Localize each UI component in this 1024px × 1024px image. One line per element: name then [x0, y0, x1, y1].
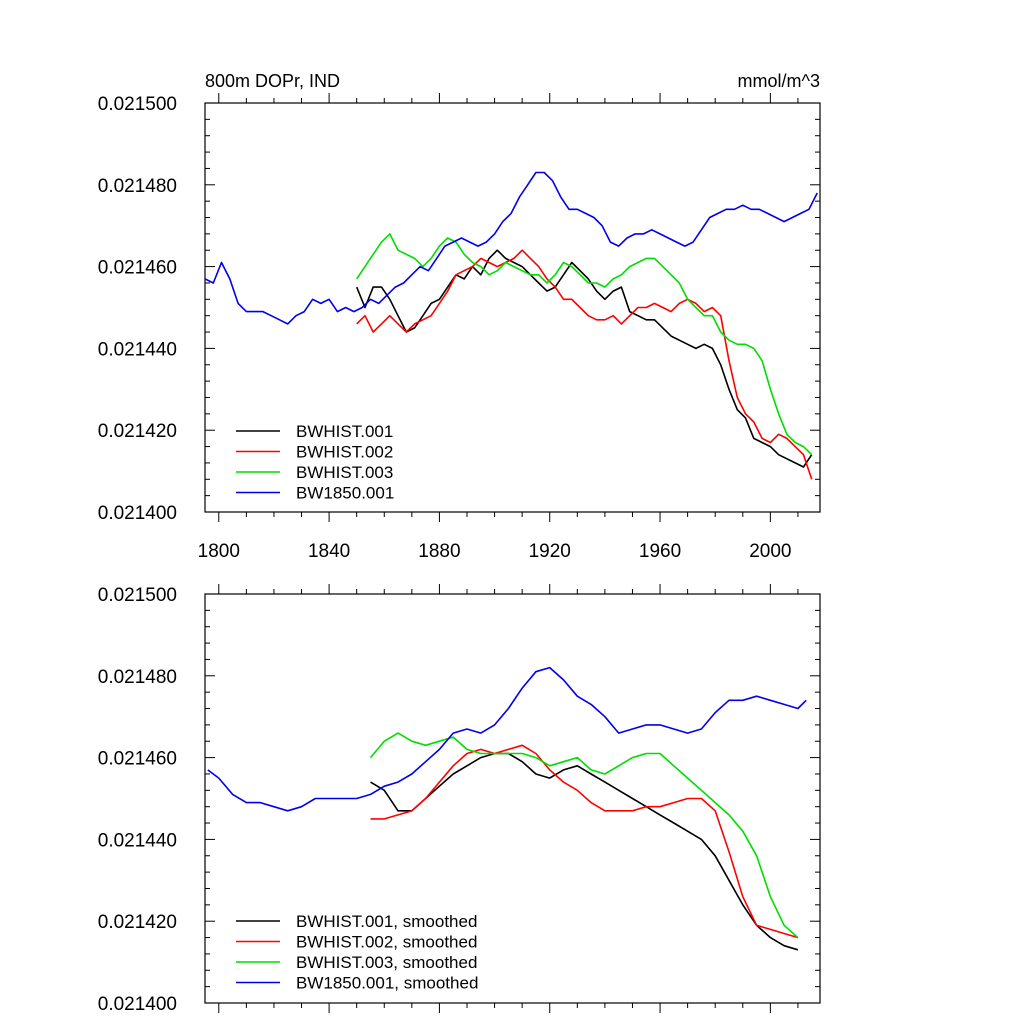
series-line-2: [370, 744, 799, 939]
series-line-2: [356, 249, 813, 480]
legend-label: BWHIST.003: [296, 463, 393, 482]
x-tick-label: 1880: [418, 541, 460, 562]
plot-frame: [204, 593, 821, 1004]
y-tick-label: 0.021480: [98, 176, 177, 197]
y-tick-label: 0.021500: [98, 585, 177, 606]
x-tick-label: 1800: [198, 541, 240, 562]
chart-panel-1: 0.021400 0.021420 0.021440 0.021460 0.021480…: [98, 71, 821, 562]
chart-title-left: 800m DOPr, IND: [205, 71, 340, 91]
y-tick-label: 0.021440: [98, 830, 177, 851]
legend-label: BWHIST.001, smoothed: [296, 912, 477, 931]
x-tick-label: 1920: [529, 541, 571, 562]
y-tick-label: 0.021500: [98, 94, 177, 115]
y-tick-label: 0.021460: [98, 749, 177, 770]
y-tick-label: 0.021440: [98, 339, 177, 360]
legend-label: BWHIST.001: [296, 422, 393, 441]
x-tick-label: 1960: [639, 541, 681, 562]
series-line-4: [207, 666, 807, 812]
x-tick-label: 2000: [749, 541, 791, 562]
series-line-4: [204, 171, 818, 325]
legend-label: BW1850.001, smoothed: [296, 974, 478, 993]
series-line-3: [369, 732, 799, 939]
series-line-1: [355, 249, 813, 468]
y-tick-label: 0.021420: [98, 912, 177, 933]
chart-panel-2: 0.021400 0.021420 0.021440 0.021460 0.021480…: [98, 584, 821, 1015]
plot-frame: [204, 102, 821, 513]
y-tick-label: 0.021400: [98, 503, 177, 524]
series-line-1: [370, 752, 799, 951]
chart-title-right: mmol/m^3: [738, 71, 820, 91]
x-tick-label: 1840: [308, 541, 350, 562]
series-line-3: [356, 233, 813, 456]
y-tick-label: 0.021460: [98, 258, 177, 279]
legend-label: BWHIST.002: [296, 443, 393, 462]
legend-label: BWHIST.002, smoothed: [296, 933, 477, 952]
y-tick-label: 0.021480: [98, 667, 177, 688]
y-tick-label: 0.021400: [98, 994, 177, 1015]
y-tick-label: 0.021420: [98, 421, 177, 442]
legend-label: BWHIST.003, smoothed: [296, 953, 477, 972]
legend-label: BW1850.001: [296, 484, 394, 503]
